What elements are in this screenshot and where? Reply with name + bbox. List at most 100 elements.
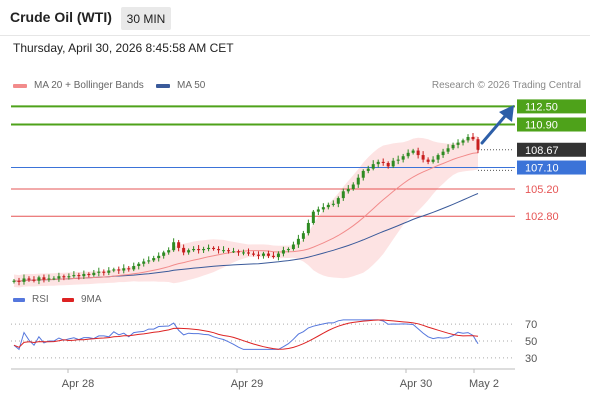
level-label-pivot: 107.10 [525, 163, 559, 175]
credit-text: Research © 2026 Trading Central [431, 80, 581, 91]
candle-body [421, 155, 425, 160]
candle-body [416, 150, 420, 156]
ma50-swatch [156, 83, 170, 88]
candle-body [251, 253, 255, 255]
level-box-target [517, 117, 586, 132]
candle-body [451, 144, 455, 149]
candle-body [346, 189, 350, 192]
instrument-title: Crude Oil (WTI) [10, 9, 112, 25]
candle-body [426, 159, 430, 162]
candle-body [406, 152, 410, 157]
candle-body [321, 207, 325, 210]
candle-body [127, 268, 131, 270]
candle-body [386, 163, 390, 167]
candle-body [476, 139, 480, 150]
candle-body [222, 250, 226, 252]
candle-body [341, 191, 345, 199]
candle-body [431, 159, 435, 162]
candle-body [197, 249, 201, 251]
candle-body [152, 258, 156, 261]
candle-body [291, 244, 295, 250]
candle-body [217, 249, 221, 251]
candle-body [401, 156, 405, 160]
level-box-current [517, 142, 586, 157]
candle-body [32, 279, 36, 281]
candle-body [296, 238, 300, 245]
legend-ma20: MA 20 + Bollinger Bands [13, 80, 144, 91]
rsi-tick-label: 70 [525, 319, 537, 331]
candle-body [157, 255, 161, 259]
bollinger-band [14, 136, 478, 288]
candle-body [212, 247, 216, 250]
x-axis-label: May 2 [469, 378, 499, 390]
ma20-line [13, 152, 479, 282]
candle-body [237, 251, 241, 253]
candle-body [261, 253, 265, 256]
timestamp: Thursday, April 30, 2026 8:45:58 AM CET [13, 41, 234, 55]
candle-body [242, 252, 246, 254]
candle-body [461, 140, 465, 143]
candle-body [12, 280, 16, 282]
header-divider [0, 35, 590, 36]
rsi-label: RSI [32, 294, 49, 305]
ma50-label: MA 50 [177, 80, 206, 91]
x-axis-label: Apr 30 [400, 378, 432, 390]
candle-body [371, 164, 375, 169]
candle-body [47, 278, 51, 280]
candle-body [172, 242, 176, 251]
rsi-ma-line [13, 319, 479, 350]
candle-body [376, 161, 380, 165]
candle-body [471, 136, 475, 140]
candle-body [246, 252, 250, 254]
level-label-support: 105.20 [525, 184, 559, 196]
candle-body [227, 250, 231, 252]
candle-body [37, 277, 41, 281]
candle-body [207, 247, 211, 250]
candle-body [326, 204, 330, 208]
candle-body [286, 249, 290, 251]
candle-body [301, 233, 305, 239]
candle-body [336, 198, 340, 204]
candle-body [52, 278, 56, 280]
level-label-target: 110.90 [525, 120, 558, 132]
candle-body [87, 273, 91, 276]
candle-body [182, 247, 186, 253]
candle-body [77, 275, 81, 277]
candle-body [391, 160, 395, 167]
candle-body [82, 273, 86, 277]
candle-body [316, 209, 320, 212]
candle-body [256, 254, 260, 256]
candle-body [102, 271, 106, 273]
legend-rsi-ma: 9MA [62, 294, 102, 305]
level-box-pivot [517, 160, 586, 175]
rsi-swatch [13, 297, 25, 302]
rsi-ma-label: 9MA [81, 294, 102, 305]
candle-body [192, 249, 196, 251]
level-label-target: 112.50 [525, 101, 558, 113]
candle-body [466, 136, 470, 141]
candle-body [162, 252, 166, 256]
candle-body [27, 278, 31, 280]
timeframe-button[interactable]: 30 MIN [121, 7, 171, 30]
candle-body [42, 277, 46, 280]
candle-body [17, 280, 21, 282]
candle-body [202, 249, 206, 251]
candle-body [441, 151, 445, 156]
candle-body [351, 184, 355, 190]
candle-body [137, 263, 141, 267]
candle-body [22, 278, 26, 282]
candle-body [167, 250, 171, 253]
candle-body [142, 261, 146, 264]
ma20-swatch [13, 83, 27, 88]
legend-ma50: MA 50 [156, 80, 205, 91]
candle-body [92, 272, 96, 276]
candle-body [232, 251, 236, 253]
candle-body [306, 222, 310, 234]
candle-body [62, 276, 66, 278]
candle-body [112, 269, 116, 271]
level-label-support: 102.80 [525, 211, 559, 223]
legend-rsi: RSI [13, 294, 49, 305]
candle-body [361, 170, 365, 178]
